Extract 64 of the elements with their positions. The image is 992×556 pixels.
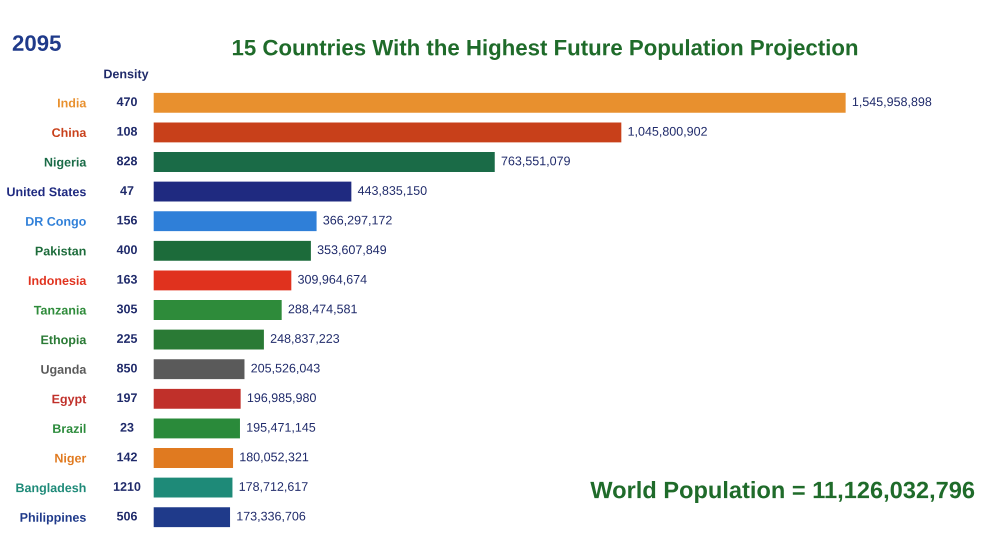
bar	[153, 269, 293, 292]
bar	[153, 298, 284, 322]
y-tick-label: Indonesia	[28, 276, 86, 286]
y-tick-label: Bangladesh	[16, 483, 86, 495]
text: 470	[116, 97, 137, 106]
bar	[153, 180, 353, 203]
annotation: World Population = 11,126,032,796	[590, 480, 974, 504]
data-label: 180,052,321	[240, 452, 308, 463]
data-label: 205,526,043	[251, 364, 320, 374]
data-label: 178,712,617	[240, 482, 308, 492]
chart-title: 15 Countries With the Highest Future Population Projection	[232, 39, 858, 60]
y-tick-label: Philippines	[20, 512, 86, 524]
data-label: 248,837,223	[270, 334, 340, 344]
y-tick-label: India	[58, 98, 86, 108]
text: Density	[104, 69, 149, 81]
bar	[153, 358, 246, 381]
bar	[153, 121, 623, 144]
text: 23	[120, 422, 134, 432]
data-label: 309,964,674	[298, 274, 367, 286]
text: 225	[117, 334, 138, 343]
y-tick-label: Niger	[55, 453, 86, 466]
y-tick-label: China	[52, 128, 86, 138]
bar	[153, 387, 242, 410]
y-tick-label: Pakistan	[36, 246, 86, 256]
bar	[153, 417, 242, 440]
text: 47	[120, 186, 134, 195]
bar	[153, 91, 848, 114]
y-tick-label: Nigeria	[44, 157, 86, 170]
text: 2095	[12, 35, 61, 51]
y-tick-label: Ethopia	[41, 335, 86, 347]
text: 163	[117, 274, 137, 284]
text: 305	[116, 304, 138, 314]
text: 506	[116, 512, 137, 521]
bar	[153, 239, 312, 262]
data-label: 443,835,150	[358, 186, 427, 196]
bar	[153, 506, 232, 529]
y-tick-label: United States	[7, 187, 86, 196]
text: 400	[116, 245, 137, 254]
y-tick-label: Uganda	[41, 364, 86, 376]
text: 197	[117, 393, 137, 402]
data-label: 288,474,581	[288, 304, 357, 315]
bar	[153, 328, 266, 351]
bar	[153, 476, 234, 499]
text: 108	[117, 126, 138, 136]
text: 850	[116, 364, 137, 373]
data-label: 353,607,849	[318, 245, 386, 256]
data-label: 1,045,800,902	[628, 126, 707, 138]
data-label: 763,551,079	[502, 156, 570, 167]
data-label: 195,471,145	[247, 422, 316, 434]
data-label: 196,985,980	[248, 393, 316, 404]
text: 156	[117, 216, 137, 225]
text: 142	[117, 452, 137, 462]
bar	[153, 150, 496, 174]
text: 828	[116, 156, 138, 166]
text: 1210	[114, 482, 140, 491]
data-label: 366,297,172	[323, 216, 392, 226]
y-tick-label: Tanzania	[34, 305, 86, 315]
y-tick-label: Egypt	[52, 394, 86, 406]
bar	[153, 446, 234, 470]
y-tick-label: DR Congo	[26, 216, 86, 228]
data-label: 1,545,958,898	[852, 97, 932, 108]
data-label: 173,336,706	[237, 512, 306, 522]
y-tick-label: Brazil	[53, 424, 86, 434]
bar	[153, 210, 318, 233]
